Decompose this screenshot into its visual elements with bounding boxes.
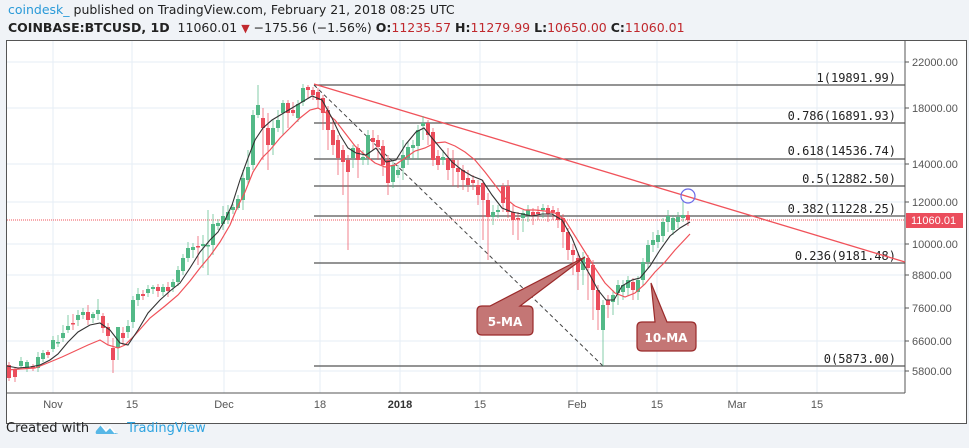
publish-info: coindesk_ published on TradingView.com, … — [8, 2, 455, 17]
y-tick: 10000.00 — [912, 239, 958, 251]
fib-label-0786: 0.786(16891.93) — [788, 109, 896, 123]
footer: Created with TradingView — [6, 421, 206, 436]
y-tick: 7600.00 — [912, 303, 952, 315]
published-text: published on TradingView.com, February 2… — [69, 2, 455, 17]
fibonacci-labels: 1(19891.99) 0.786(16891.93) 0.618(14536.… — [788, 71, 896, 366]
callout-10ma: 10-MA — [636, 282, 697, 352]
y-tick: 5800.00 — [912, 366, 952, 378]
ma5-line — [6, 95, 691, 369]
trendline-test-circle — [680, 188, 696, 204]
fib-label-0618: 0.618(14536.74) — [788, 144, 896, 158]
low-label: L: — [534, 20, 548, 35]
x-tick: Dec — [214, 399, 234, 411]
y-tick: 18000.00 — [912, 103, 958, 115]
fib-label-1: 1(19891.99) — [817, 71, 896, 85]
tradingview-cloud-icon — [95, 423, 119, 434]
down-arrow-icon: ▼ — [241, 22, 250, 35]
y-tick: 12000.00 — [912, 197, 958, 209]
high-label: H: — [455, 20, 471, 35]
high-value: 11279.99 — [470, 20, 531, 35]
fibonacci-lines[interactable] — [314, 84, 905, 367]
low-value: 10650.00 — [547, 20, 607, 35]
callout-5ma-label: 5-MA — [488, 315, 523, 329]
open-label: O: — [375, 20, 392, 35]
time-axis[interactable]: Nov 15 Dec 18 2018 15 Feb 15 Mar 15 — [43, 399, 823, 411]
x-tick: Mar — [728, 399, 747, 411]
x-tick-year: 2018 — [388, 399, 412, 411]
close-value: 11060.01 — [624, 20, 685, 35]
x-tick: 18 — [314, 399, 326, 411]
descending-trendline[interactable] — [313, 83, 906, 263]
fib-label-0382: 0.382(11228.25) — [788, 202, 896, 216]
x-tick: Feb — [568, 399, 587, 411]
x-tick: 15 — [811, 399, 823, 411]
fib-label-0: 0(5873.00) — [824, 352, 896, 366]
x-tick: 15 — [474, 399, 486, 411]
tradingview-link[interactable]: TradingView — [127, 421, 206, 436]
x-tick: 15 — [651, 399, 663, 411]
symbol-info: COINBASE:BTCUSD, 1D 11060.01 ▼ −175.56 (… — [8, 20, 685, 35]
last-price-badge — [906, 213, 963, 228]
y-tick: 6600.00 — [912, 336, 952, 348]
grid — [7, 41, 905, 393]
callout-5ma: 5-MA — [476, 256, 586, 336]
open-value: 11235.57 — [391, 20, 452, 35]
fib-label-05: 0.5(12882.50) — [802, 172, 896, 186]
author-link[interactable]: coindesk_ — [8, 2, 70, 17]
y-tick: 14000.00 — [912, 159, 958, 171]
last-price-badge-label: 11060.01 — [911, 215, 956, 227]
x-tick: Nov — [43, 399, 63, 411]
close-label: C: — [610, 20, 625, 35]
y-tick: 22000.00 — [912, 57, 958, 69]
fib-label-0236: 0.236(9181.48) — [795, 249, 896, 263]
candlesticks — [7, 84, 690, 382]
symbol-label: COINBASE:BTCUSD, 1D — [8, 20, 170, 35]
price-change: −175.56 (−1.56%) — [253, 20, 372, 35]
created-with-text: Created with — [6, 421, 90, 436]
price-axis[interactable]: 22000.00 18000.00 14000.00 12000.00 1000… — [905, 57, 963, 378]
y-tick: 8800.00 — [912, 270, 952, 282]
callout-10ma-label: 10-MA — [645, 331, 689, 345]
last-price: 11060.01 — [177, 20, 238, 35]
x-tick: 15 — [126, 399, 138, 411]
